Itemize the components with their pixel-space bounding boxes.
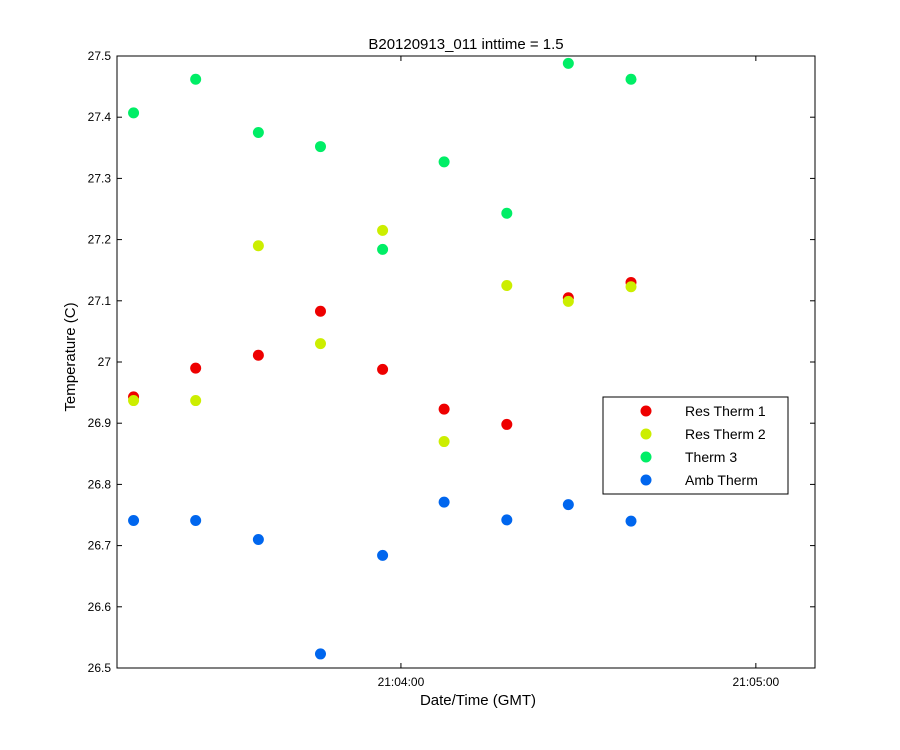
data-point-therm-3 xyxy=(438,156,450,168)
data-point-therm-3 xyxy=(314,141,326,153)
y-axis: 26.5 26.6 26.7 26.8 26.9 27 27.1 27.2 27.3 27.4 27… xyxy=(88,49,815,675)
data-point-res-therm-2 xyxy=(377,224,389,236)
data-point-amb-therm xyxy=(190,515,202,527)
data-point-res-therm-2 xyxy=(625,281,637,293)
legend: Res Therm 1 Res Therm 2 Therm 3 Amb Therm xyxy=(602,396,789,495)
y-tick-label: 27 xyxy=(98,355,112,369)
data-point-res-therm-1 xyxy=(438,403,450,415)
y-tick-label: 27.3 xyxy=(88,171,112,185)
plot-area xyxy=(116,55,816,669)
data-point-therm-3 xyxy=(128,107,140,119)
data-point-res-therm-2 xyxy=(252,240,264,252)
x-tick-label: 21:05:00 xyxy=(732,675,779,689)
legend-label: Res Therm 2 xyxy=(685,426,766,442)
data-points xyxy=(128,57,637,660)
plot-frame xyxy=(116,55,816,669)
data-point-amb-therm xyxy=(438,496,450,508)
y-tick-label: 27.1 xyxy=(88,294,112,308)
data-point-amb-therm xyxy=(128,515,140,527)
y-tick-label: 26.7 xyxy=(88,539,112,553)
y-tick-label: 27.5 xyxy=(88,49,112,63)
y-tick-label: 26.9 xyxy=(88,416,112,430)
y-tick-label: 26.5 xyxy=(88,661,112,675)
x-axis-label: Date/Time (GMT) xyxy=(420,692,536,709)
x-axis: 21:04:00 21:05:00 xyxy=(378,56,780,689)
data-point-amb-therm xyxy=(562,499,574,511)
legend-box xyxy=(602,396,789,495)
data-point-res-therm-2 xyxy=(128,395,140,407)
data-point-therm-3 xyxy=(501,207,513,219)
data-point-res-therm-2 xyxy=(501,280,513,291)
data-point-therm-3 xyxy=(377,243,389,255)
data-point-res-therm-1 xyxy=(314,305,326,317)
data-point-therm-3 xyxy=(190,73,202,85)
data-point-res-therm-2 xyxy=(438,436,450,448)
y-tick-label: 27.4 xyxy=(88,110,112,124)
legend-label: Res Therm 1 xyxy=(685,403,766,419)
data-point-res-therm-2 xyxy=(190,395,202,407)
data-point-res-therm-1 xyxy=(377,363,389,375)
data-point-res-therm-1 xyxy=(252,349,264,361)
y-tick-label: 26.6 xyxy=(88,600,112,614)
data-point-res-therm-2 xyxy=(562,295,574,307)
legend-marker xyxy=(640,405,652,417)
y-axis-label: Temperature (C) xyxy=(62,302,79,411)
data-point-therm-3 xyxy=(562,57,574,69)
legend-marker xyxy=(640,428,652,440)
y-tick-label: 27.2 xyxy=(88,233,112,247)
x-tick-label: 21:04:00 xyxy=(378,675,425,689)
data-point-amb-therm xyxy=(625,515,637,527)
data-point-amb-therm xyxy=(377,549,389,561)
legend-label: Therm 3 xyxy=(685,449,737,465)
legend-marker xyxy=(640,474,652,486)
data-point-res-therm-1 xyxy=(501,418,513,430)
y-tick-label: 26.8 xyxy=(88,477,112,491)
data-point-amb-therm xyxy=(501,514,513,526)
legend-marker xyxy=(640,451,652,463)
data-point-amb-therm xyxy=(252,533,264,545)
chart-title: B20120913_011 inttime = 1.5 xyxy=(368,36,563,53)
data-point-therm-3 xyxy=(252,127,264,138)
data-point-res-therm-2 xyxy=(314,338,326,350)
legend-label: Amb Therm xyxy=(685,472,758,488)
data-point-amb-therm xyxy=(314,648,326,660)
data-point-therm-3 xyxy=(625,73,637,85)
data-point-res-therm-1 xyxy=(190,362,202,374)
